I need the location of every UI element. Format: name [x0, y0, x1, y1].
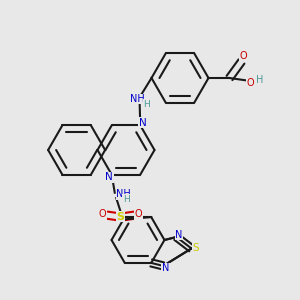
Text: N: N	[175, 230, 182, 240]
Text: NH: NH	[130, 94, 145, 104]
Text: O: O	[99, 209, 106, 219]
Text: H: H	[123, 195, 130, 204]
Text: NH: NH	[116, 189, 131, 199]
Text: O: O	[239, 51, 247, 62]
Text: S: S	[117, 212, 125, 222]
Text: N: N	[106, 172, 113, 182]
Text: H: H	[144, 100, 150, 109]
Text: O: O	[135, 209, 142, 219]
Text: N: N	[162, 263, 169, 273]
Text: H: H	[256, 75, 263, 85]
Text: O: O	[247, 77, 254, 88]
Text: N: N	[139, 118, 146, 128]
Text: S: S	[193, 244, 199, 254]
